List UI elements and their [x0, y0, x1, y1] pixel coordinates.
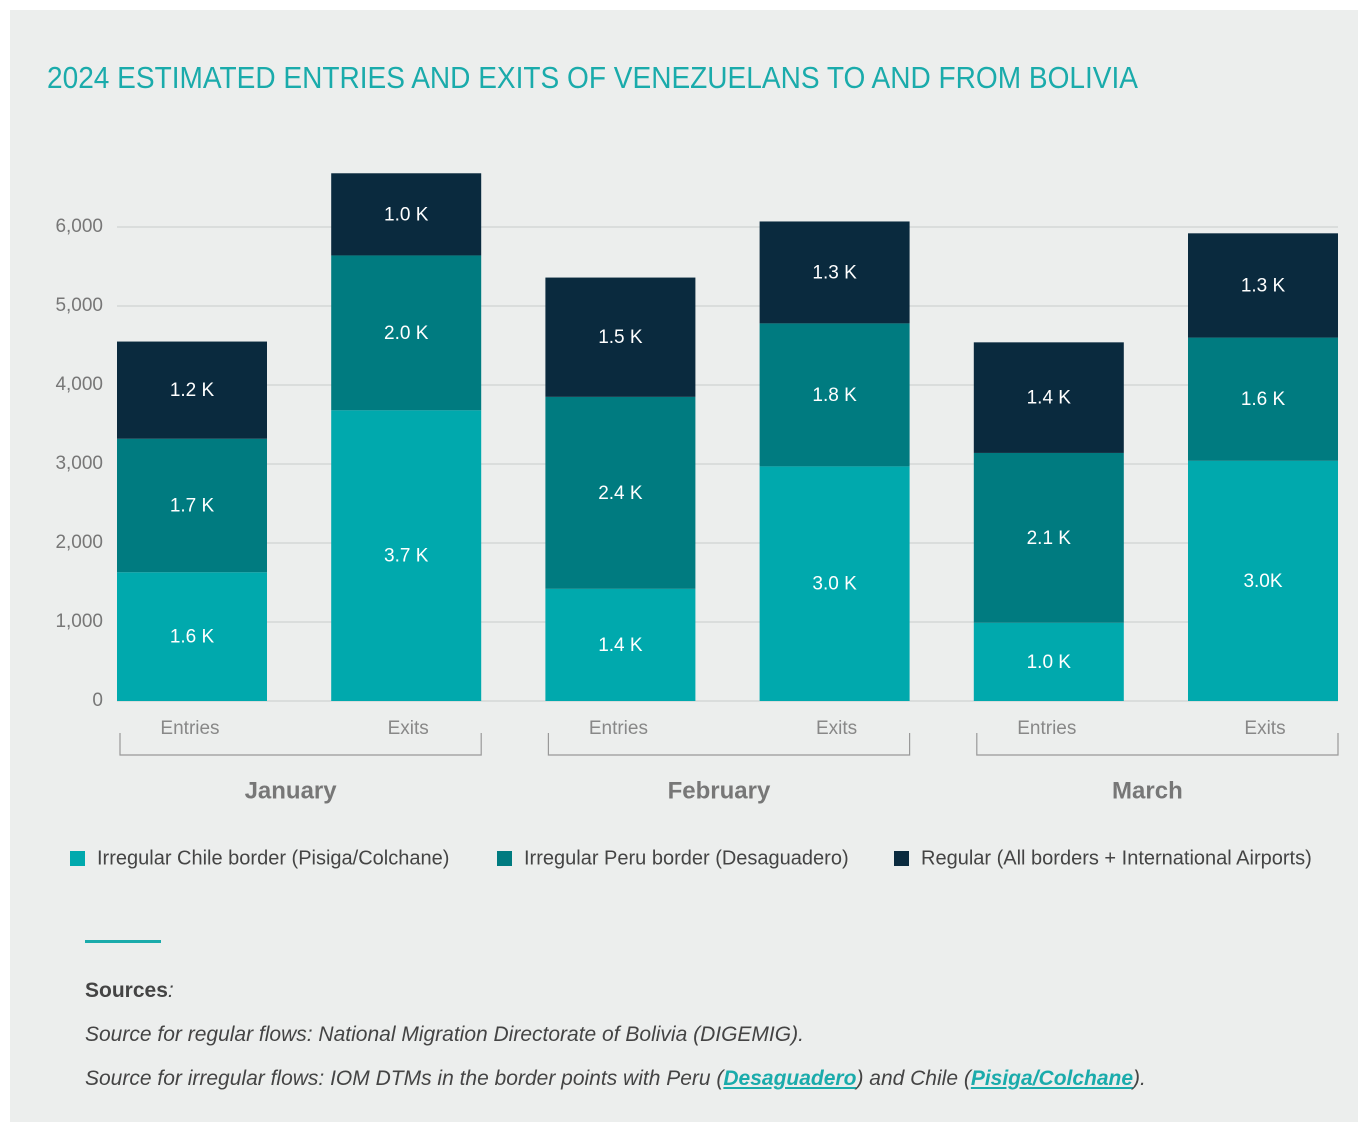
- bar-segment: [1188, 337, 1338, 461]
- legend-label: Regular (All borders + International Air…: [921, 847, 1312, 869]
- legend-swatch: [497, 851, 512, 866]
- source-line: Source for regular flows: National Migra…: [85, 1023, 1146, 1047]
- legend-swatch: [70, 851, 85, 866]
- y-tick-label: 1,000: [55, 611, 103, 632]
- bar-segment: [545, 277, 696, 397]
- bar-segment: [973, 342, 1124, 453]
- chart-title: 2024 ESTIMATED ENTRIES AND EXITS OF VENE…: [47, 60, 1138, 95]
- y-tick-label: 0: [92, 690, 103, 711]
- bar-segment: [759, 323, 910, 467]
- source-text: Source for irregular flows: IOM DTMs in …: [85, 1067, 724, 1090]
- legend-label: Irregular Chile border (Pisiga/Colchane): [97, 847, 449, 869]
- x-tick-label: Entries: [1017, 718, 1076, 739]
- y-tick-label: 6,000: [55, 216, 103, 237]
- data-label: 1.0 K: [1027, 652, 1072, 673]
- x-tick-label: Entries: [160, 718, 219, 739]
- bar-segment: [973, 622, 1124, 701]
- bar-segment: [117, 341, 267, 439]
- source-text: ).: [1133, 1067, 1146, 1090]
- x-tick-label: Exits: [1244, 718, 1285, 739]
- data-label: 2.1 K: [1027, 528, 1072, 549]
- source-link[interactable]: Desaguadero: [723, 1067, 857, 1090]
- group-bracket: [119, 733, 482, 756]
- sources: Sources: Source for regular flows: Natio…: [85, 940, 1146, 1111]
- group-bracket: [547, 733, 911, 756]
- data-label: 1.6 K: [170, 627, 215, 648]
- legend-label: Irregular Peru border (Desaguadero): [524, 847, 849, 869]
- bar-segment: [331, 173, 482, 256]
- sources-suffix: :: [167, 979, 174, 1002]
- x-tick-label: Exits: [388, 718, 429, 739]
- bar-segment: [759, 221, 910, 324]
- bar-segment: [545, 396, 696, 589]
- group-label: March: [1112, 777, 1183, 804]
- data-label: 1.4 K: [1027, 388, 1072, 409]
- y-tick-label: 2,000: [55, 532, 103, 553]
- data-label: 3.0 K: [812, 574, 857, 595]
- source-text: ) and Chile (: [856, 1067, 971, 1090]
- legend-swatch: [894, 851, 909, 866]
- bar-segment: [973, 452, 1124, 623]
- data-label: 1.3 K: [1241, 275, 1286, 296]
- sources-heading: Sources:: [85, 979, 1146, 1003]
- bar-segment: [1188, 233, 1338, 338]
- data-label: 1.5 K: [598, 327, 643, 348]
- bar-segment: [545, 588, 696, 701]
- bar-segment: [759, 466, 910, 701]
- data-label: 1.6 K: [1241, 389, 1286, 410]
- source-link[interactable]: Pisiga/Colchane: [970, 1067, 1134, 1090]
- sources-title: Sources: [85, 979, 168, 1002]
- data-label: 1.2 K: [170, 380, 215, 401]
- bar-segment: [117, 572, 267, 701]
- group-label: February: [668, 777, 771, 804]
- data-label: 3.7 K: [384, 546, 429, 567]
- chart: 2024 ESTIMATED ENTRIES AND EXITS OF VENE…: [47, 60, 1339, 869]
- bar-segment: [331, 255, 482, 411]
- data-label: 3.0K: [1243, 571, 1282, 592]
- group-bracket: [976, 733, 1339, 756]
- bar-segment: [1188, 460, 1338, 701]
- x-tick-label: Exits: [816, 718, 857, 739]
- x-tick-label: Entries: [589, 718, 648, 739]
- data-label: 1.8 K: [812, 385, 857, 406]
- data-label: 1.7 K: [170, 495, 215, 516]
- y-tick-label: 4,000: [55, 374, 103, 395]
- data-label: 1.3 K: [812, 262, 857, 283]
- bar-segment: [331, 410, 482, 701]
- data-label: 2.4 K: [598, 483, 643, 504]
- data-label: 1.4 K: [598, 635, 643, 656]
- y-tick-label: 5,000: [55, 295, 103, 316]
- group-label: January: [245, 777, 338, 804]
- bar-segment: [117, 438, 267, 573]
- data-label: 1.0 K: [384, 204, 429, 225]
- source-line: Source for irregular flows: IOM DTMs in …: [85, 1067, 1146, 1091]
- data-label: 2.0 K: [384, 323, 429, 344]
- source-text: Source for regular flows: National Migra…: [85, 1023, 804, 1046]
- sources-rule: [85, 940, 161, 943]
- y-tick-label: 3,000: [55, 453, 103, 474]
